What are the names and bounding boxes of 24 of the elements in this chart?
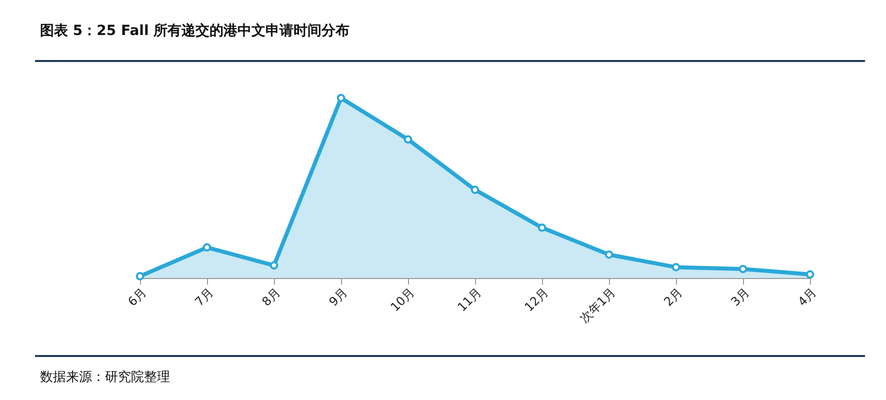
- x-tick-label: 11月: [454, 285, 484, 314]
- x-tick-label: 2月: [661, 285, 685, 309]
- point: [470, 186, 480, 194]
- x-tick-label: 次年1月: [577, 285, 618, 326]
- x-tick-label: 6月: [125, 285, 149, 309]
- x-tick-label: 4月: [795, 285, 819, 309]
- point: [336, 94, 346, 102]
- point: [604, 250, 614, 259]
- chart-title: 图表 5：25 Fall 所有递交的港中文申请时间分布: [40, 22, 350, 40]
- source-note: 数据来源：研究院整理: [40, 369, 170, 386]
- x-tick-label: 7月: [192, 285, 216, 309]
- point: [672, 263, 680, 272]
- point: [404, 135, 412, 144]
- point: [136, 272, 144, 280]
- point: [270, 261, 278, 270]
- x-tick-label: 3月: [728, 285, 752, 309]
- point: [538, 223, 546, 232]
- x-tick-label: 9月: [326, 285, 350, 309]
- x-tick-label: 12月: [522, 285, 551, 314]
- point: [202, 243, 212, 252]
- point: [738, 264, 748, 274]
- x-tick-label: 8月: [259, 285, 283, 309]
- point: [806, 270, 814, 279]
- x-tick-label: 10月: [388, 285, 417, 314]
